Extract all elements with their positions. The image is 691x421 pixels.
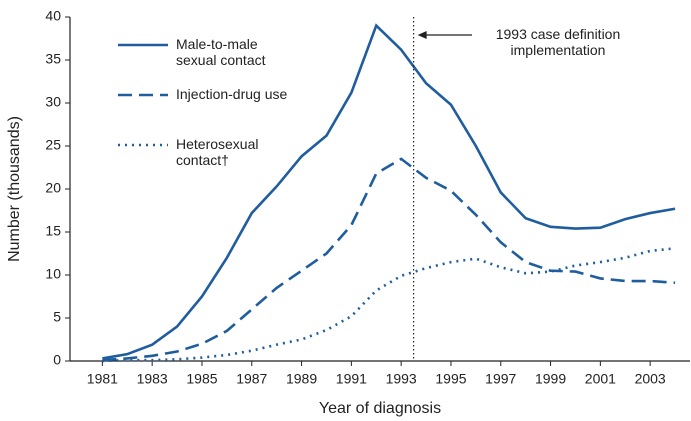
- y-tick-label: 20: [45, 180, 61, 196]
- x-tick-label: 1993: [386, 371, 417, 387]
- x-tick-label: 1999: [535, 371, 566, 387]
- legend-entry: Heterosexual contact†: [176, 136, 259, 168]
- annotation-text: 1993 case definition implementation: [495, 26, 621, 58]
- legend-entry: Injection-drug use: [176, 86, 288, 102]
- x-tick-label: 1997: [485, 371, 516, 387]
- legend-label: Heterosexual contact†: [176, 136, 259, 168]
- y-tick-label: 15: [45, 223, 61, 239]
- y-tick-label: 5: [53, 309, 61, 325]
- x-tick-label: 1987: [236, 371, 267, 387]
- y-tick-label: 0: [53, 352, 61, 368]
- x-tick-label: 1985: [186, 371, 217, 387]
- x-tick-label: 1989: [286, 371, 317, 387]
- y-axis-label: Number (thousands): [6, 116, 23, 262]
- data-line: [102, 23, 676, 360]
- annotation-arrowhead: [417, 31, 427, 39]
- y-tick-label: 35: [45, 51, 61, 67]
- y-tick-label: 10: [45, 266, 61, 282]
- annotation: 1993 case definition implementation: [495, 26, 621, 58]
- x-tick-label: 1983: [137, 371, 168, 387]
- y-tick-label: 30: [45, 94, 61, 110]
- legend-entry: Male-to-male sexual contact: [176, 36, 266, 68]
- legend-label: Injection-drug use: [176, 86, 288, 102]
- x-tick-label: 1995: [435, 371, 466, 387]
- y-tick-label: 25: [45, 137, 61, 153]
- y-tick-label: 40: [45, 8, 61, 24]
- data-line: [102, 157, 676, 362]
- legend-label: Male-to-male sexual contact: [176, 36, 266, 68]
- x-tick-label: 2003: [635, 371, 666, 387]
- x-axis-label: Year of diagnosis: [319, 400, 441, 417]
- x-tick-label: 1981: [87, 371, 118, 387]
- x-tick-label: 1991: [336, 371, 367, 387]
- x-tick-label: 2001: [585, 371, 616, 387]
- data-line: [102, 247, 676, 363]
